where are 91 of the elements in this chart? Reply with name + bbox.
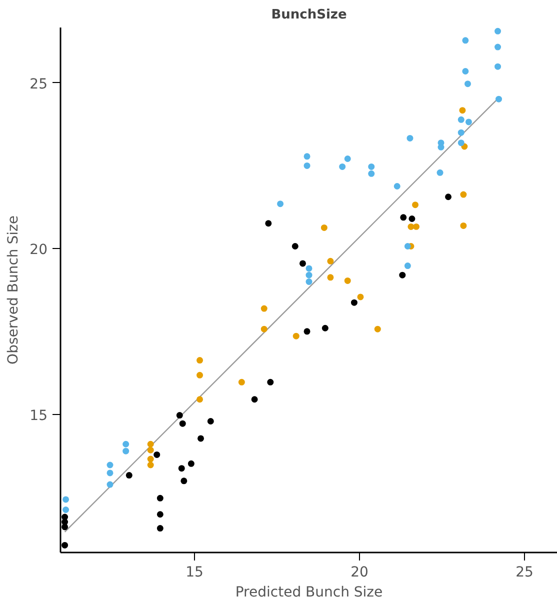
point (496, 96, 502, 102)
point (176, 412, 183, 419)
point (368, 163, 375, 170)
point (459, 107, 466, 114)
point (178, 465, 185, 472)
point (292, 332, 300, 340)
point (306, 265, 312, 272)
point (494, 44, 502, 50)
point (464, 80, 471, 88)
point (106, 470, 114, 476)
point (198, 435, 204, 442)
point (156, 494, 164, 502)
point (62, 542, 68, 548)
point (299, 260, 306, 267)
point (147, 462, 154, 468)
point (306, 278, 312, 285)
y-tick-label: 25 (30, 76, 48, 92)
point (238, 378, 245, 386)
point (147, 440, 154, 448)
point (458, 116, 464, 123)
point (179, 420, 186, 427)
point (445, 194, 452, 200)
point (322, 324, 328, 332)
y-tick-label: 15 (30, 408, 48, 424)
point (260, 305, 268, 312)
point (292, 243, 298, 250)
point (196, 372, 204, 378)
point (458, 129, 464, 136)
point (62, 506, 70, 513)
point (368, 170, 375, 177)
point (339, 163, 346, 170)
point (196, 357, 204, 364)
point (344, 277, 351, 284)
point (404, 243, 411, 250)
y-tick-label: 20 (30, 242, 48, 258)
point (267, 378, 274, 386)
point (394, 183, 400, 190)
point (462, 68, 469, 74)
point (320, 224, 328, 231)
point (147, 446, 154, 454)
point (327, 258, 334, 264)
x-tick-label: 20 (350, 564, 368, 580)
x-axis-title: Predicted Bunch Size (235, 584, 383, 600)
point (357, 294, 364, 300)
point (260, 326, 268, 332)
point (196, 396, 204, 403)
point (106, 481, 114, 488)
chart-title: BunchSize (271, 8, 347, 22)
point (408, 215, 416, 222)
point (251, 396, 258, 403)
point (344, 156, 351, 162)
point (404, 262, 411, 270)
point (304, 162, 310, 169)
point (374, 326, 381, 332)
point (122, 448, 130, 454)
point (350, 299, 358, 306)
point (277, 200, 284, 208)
point (304, 328, 310, 335)
point (465, 118, 472, 126)
point (62, 496, 70, 503)
point (265, 220, 272, 227)
point (122, 440, 130, 448)
point (460, 191, 467, 198)
point (436, 169, 444, 176)
point (412, 202, 419, 208)
point (126, 472, 132, 479)
point (207, 418, 214, 424)
point (406, 134, 414, 142)
point (494, 63, 502, 70)
point (188, 460, 194, 467)
point (304, 153, 310, 160)
point (62, 524, 68, 530)
point (156, 511, 164, 518)
point (180, 478, 188, 484)
point (306, 272, 312, 278)
point (399, 272, 406, 278)
point (494, 28, 502, 34)
point (147, 456, 154, 462)
y-axis-title: Observed Bunch Size (6, 216, 22, 364)
point (154, 451, 160, 458)
point (408, 223, 414, 230)
x-tick-label: 25 (516, 564, 534, 580)
point (327, 274, 334, 281)
point (413, 223, 420, 230)
point (460, 222, 467, 229)
point (156, 525, 164, 532)
point (400, 214, 407, 221)
point (458, 140, 464, 146)
point (462, 37, 469, 44)
x-tick-label: 15 (186, 564, 204, 580)
point (106, 462, 114, 468)
